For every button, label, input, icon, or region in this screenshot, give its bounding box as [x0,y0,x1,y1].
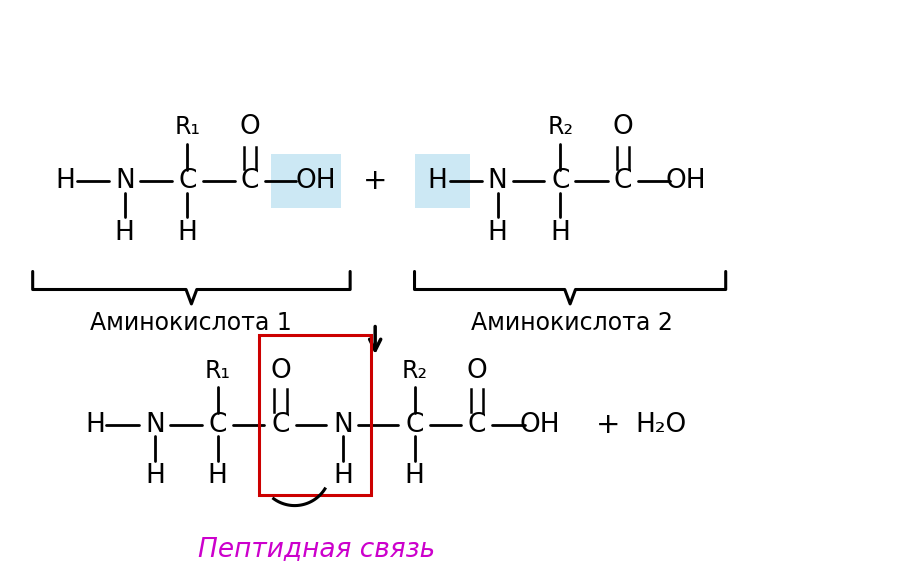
Text: H: H [178,220,197,246]
Text: OH: OH [666,168,706,195]
Text: C: C [240,168,259,195]
Text: Аминокислота 2: Аминокислота 2 [471,311,673,335]
Text: H: H [405,463,424,489]
Text: O: O [270,358,291,383]
Text: Аминокислота 1: Аминокислота 1 [90,311,292,335]
Text: OH: OH [519,412,560,437]
Text: C: C [179,168,196,195]
Text: H: H [56,168,75,195]
Text: R₁: R₁ [174,115,200,139]
Text: R₂: R₂ [402,359,428,383]
Text: O: O [466,358,487,383]
FancyBboxPatch shape [414,155,470,209]
Text: C: C [468,412,486,437]
Text: H₂O: H₂O [636,412,687,437]
Text: O: O [613,115,633,141]
Text: N: N [333,412,353,437]
Text: O: O [239,115,260,141]
Text: C: C [405,412,423,437]
Text: H: H [115,220,135,246]
Text: +: + [363,168,388,195]
Text: H: H [85,412,105,437]
Text: H: H [208,463,228,489]
Text: C: C [271,412,290,437]
Text: +: + [596,410,620,439]
Text: R₂: R₂ [547,115,573,139]
Text: N: N [488,168,508,195]
Text: H: H [145,463,165,489]
Text: C: C [209,412,227,437]
Text: H: H [488,220,508,246]
Text: C: C [614,168,632,195]
Text: Пептидная связь: Пептидная связь [197,536,435,562]
Text: N: N [115,168,135,195]
Text: N: N [145,412,165,437]
FancyBboxPatch shape [272,155,341,209]
Text: R₁: R₁ [205,359,231,383]
Text: H: H [333,463,353,489]
Text: OH: OH [296,168,336,195]
Text: C: C [551,168,570,195]
Text: H: H [551,220,570,246]
Text: H: H [428,168,448,195]
